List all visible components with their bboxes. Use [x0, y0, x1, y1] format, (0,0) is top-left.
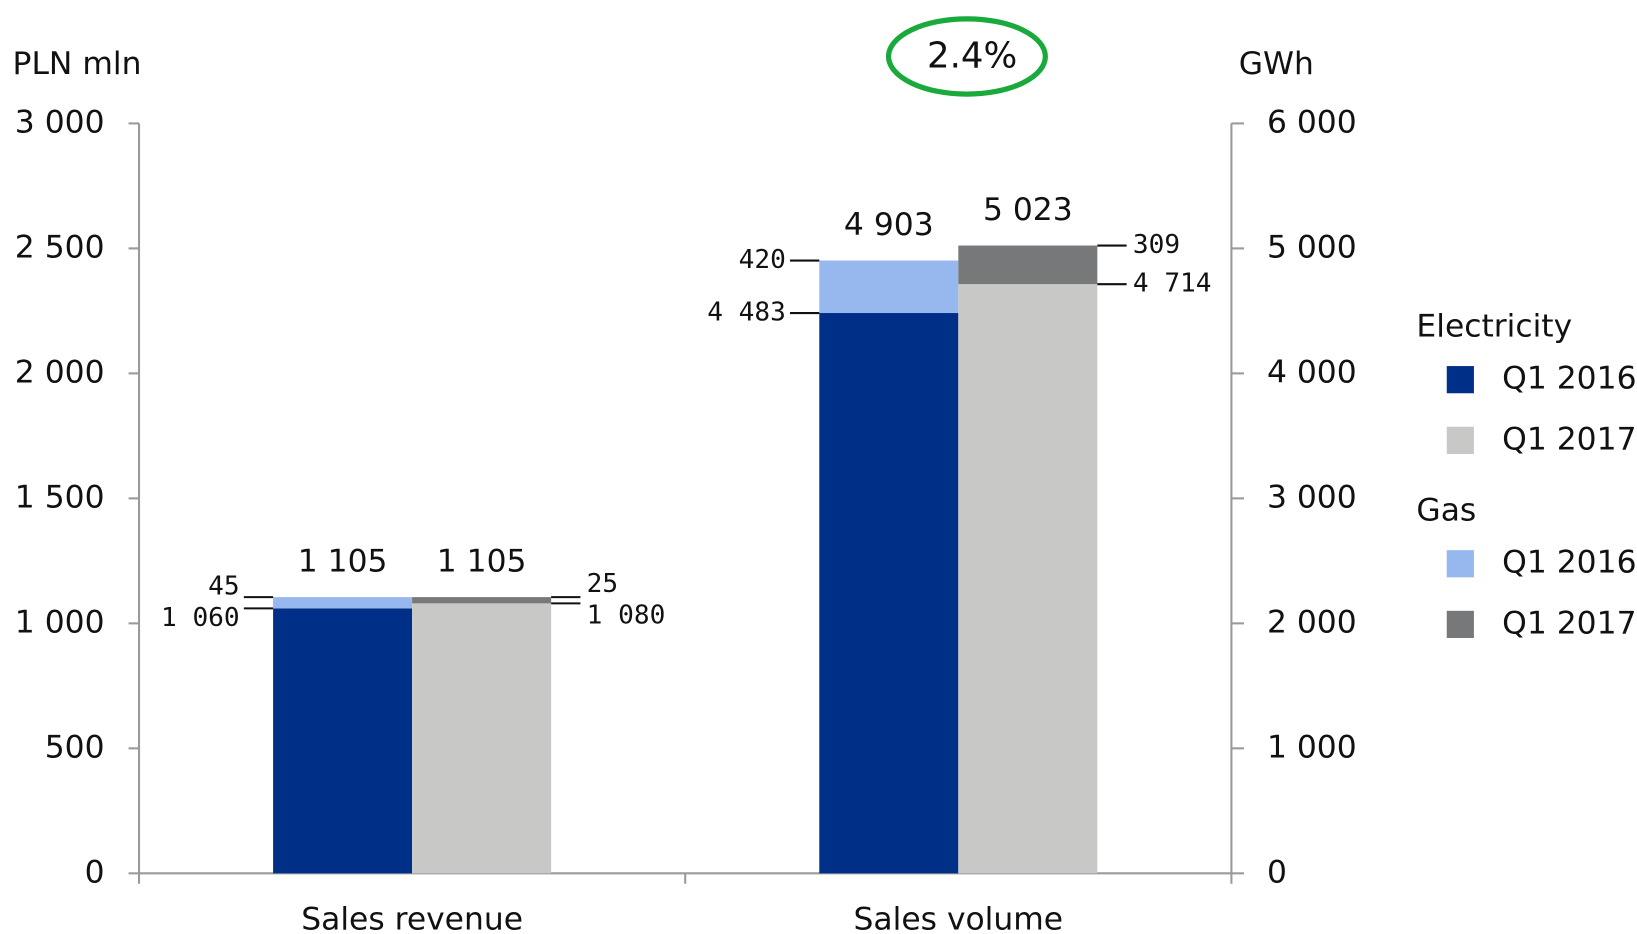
bar-segment [412, 597, 552, 604]
total-label: 5 023 [983, 192, 1073, 228]
y2-tick-label: 1 000 [1267, 729, 1357, 765]
segment-label: 25 [587, 569, 618, 599]
segment-label: 309 [1133, 230, 1180, 260]
legend-label: Q1 2016 [1502, 361, 1636, 397]
legend-label: Q1 2017 [1502, 605, 1636, 641]
bar-segment [819, 313, 959, 874]
y2-axis-label: GWh [1239, 46, 1314, 82]
y2-tick-label: 3 000 [1267, 479, 1357, 515]
x-tick-label: Sales volume [854, 901, 1064, 934]
bar-segment [273, 608, 413, 874]
x-tick-label: Sales revenue [301, 901, 523, 934]
y-tick-label: 0 [85, 854, 105, 890]
bar-segment [958, 245, 1098, 285]
segment-label: 4 714 [1133, 269, 1212, 299]
segment-label: 1 060 [161, 603, 240, 633]
total-label: 4 903 [844, 207, 934, 243]
legend-label: Q1 2017 [1502, 421, 1636, 457]
bar-segment [412, 603, 552, 874]
legend-group-title: Gas [1416, 492, 1476, 528]
y-axis-label: PLN mln [13, 46, 142, 82]
legend-swatch [1446, 610, 1474, 639]
annotation-ring [885, 16, 1048, 97]
y-tick-label: 500 [45, 729, 105, 765]
segment-label: 1 080 [587, 600, 666, 630]
segment-label: 420 [739, 245, 786, 275]
y2-tick-label: 5 000 [1267, 229, 1357, 265]
y-tick-label: 3 000 [15, 104, 105, 140]
y2-tick-label: 6 000 [1267, 104, 1357, 140]
total-label: 1 105 [437, 544, 527, 580]
y2-tick-label: 0 [1267, 854, 1287, 890]
y-tick-label: 1 000 [15, 604, 105, 640]
bar-segment [273, 597, 413, 609]
y-tick-label: 2 500 [15, 229, 105, 265]
segment-label: 4 483 [707, 298, 786, 328]
legend-label: Q1 2016 [1502, 545, 1636, 581]
y-tick-label: 1 500 [15, 479, 105, 515]
legend-swatch [1446, 550, 1474, 578]
segment-label: 45 [208, 572, 239, 602]
annotation: 2.4% [927, 36, 1017, 77]
total-label: 1 105 [298, 544, 388, 580]
y-tick-label: 2 000 [15, 354, 105, 390]
legend-group-title: Electricity [1416, 308, 1572, 344]
bar-segment [819, 260, 959, 314]
y2-tick-label: 2 000 [1267, 604, 1357, 640]
bar-segment [958, 284, 1098, 874]
y2-tick-label: 4 000 [1267, 354, 1357, 390]
legend-swatch [1446, 366, 1474, 394]
legend-swatch [1446, 426, 1474, 454]
